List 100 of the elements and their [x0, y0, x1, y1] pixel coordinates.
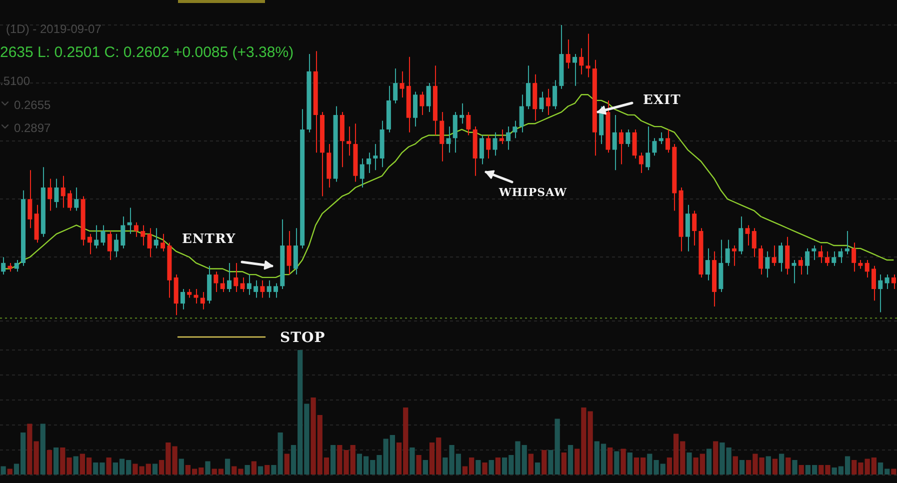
candlestick	[745, 224, 750, 246]
candlestick	[452, 112, 458, 154]
candlestick	[479, 134, 484, 165]
bar	[534, 462, 540, 474]
candlestick	[226, 262, 232, 292]
candlestick	[120, 216, 126, 249]
bar	[792, 460, 798, 474]
bar	[224, 458, 230, 474]
bar	[608, 448, 613, 474]
candlestick	[798, 256, 803, 276]
bar	[284, 454, 290, 474]
bar	[713, 441, 718, 474]
candlestick	[214, 271, 218, 292]
text: 2635 L: 0.2501 C: 0.2602 +0.0085 (+3.38%)	[0, 44, 294, 61]
bar	[614, 451, 620, 474]
bar	[620, 448, 626, 474]
candlestick	[486, 134, 491, 159]
candlestick	[852, 242, 856, 272]
bar	[416, 455, 422, 474]
candlestick	[140, 224, 146, 246]
bar	[178, 458, 184, 474]
bar	[244, 465, 250, 474]
candlestick	[844, 230, 850, 255]
candlestick	[28, 170, 32, 229]
candlestick	[891, 274, 896, 290]
candlestick	[871, 265, 876, 302]
candlestick	[286, 230, 292, 276]
candlestick	[652, 138, 657, 156]
candlestick	[14, 260, 19, 272]
annotation: 0.2897	[14, 121, 51, 135]
bar	[766, 456, 771, 474]
candlestick	[426, 82, 431, 113]
bar	[528, 454, 534, 474]
candlestick	[772, 245, 776, 266]
candlestick	[154, 228, 158, 249]
candlestick	[526, 65, 530, 110]
bar	[495, 458, 501, 474]
annotation: WHIPSAW	[499, 186, 567, 199]
bar	[258, 466, 264, 474]
bar	[476, 460, 481, 474]
bar	[732, 456, 738, 474]
candlestick	[685, 204, 690, 252]
candlestick	[579, 48, 584, 75]
bar	[264, 465, 270, 474]
candlestick	[200, 291, 205, 310]
candlestick	[832, 250, 836, 266]
candlestick	[293, 228, 298, 276]
bar	[568, 445, 574, 474]
candlestick	[732, 245, 736, 266]
bar	[422, 460, 428, 474]
candlestick	[552, 80, 558, 110]
candlestick	[666, 128, 670, 154]
candlestick	[765, 250, 770, 278]
candlestick	[180, 288, 185, 310]
bar	[542, 450, 547, 474]
candlestick	[160, 233, 166, 252]
candlestick	[519, 94, 524, 133]
candlestick	[266, 280, 272, 298]
candlestick	[758, 245, 764, 276]
candlestick	[512, 120, 518, 139]
bar	[686, 452, 692, 474]
candlestick	[360, 158, 364, 188]
candlestick	[420, 91, 424, 116]
candlestick	[260, 280, 265, 298]
candlestick	[818, 245, 823, 264]
candlestick	[884, 274, 890, 290]
candlestick	[194, 288, 198, 304]
bar	[106, 458, 112, 474]
candlestick	[147, 228, 152, 258]
bar	[251, 461, 257, 474]
candlestick	[460, 102, 464, 124]
candlestick	[54, 178, 59, 208]
bar	[40, 424, 46, 474]
candlestick	[393, 68, 398, 104]
candlestick	[778, 242, 783, 272]
annotation: ENTRY	[182, 232, 236, 247]
bar	[706, 448, 712, 474]
candlestick	[346, 126, 352, 156]
candlestick	[572, 54, 578, 86]
candlestick	[492, 132, 498, 156]
candlestick	[878, 274, 883, 313]
candlestick	[785, 236, 790, 276]
candlestick	[838, 248, 843, 264]
candlestick	[60, 175, 66, 208]
candlestick	[100, 224, 106, 246]
annotation: EXIT	[643, 93, 681, 108]
candlestick	[446, 126, 451, 154]
candlestick	[499, 128, 504, 144]
candlestick	[68, 190, 72, 212]
bar	[330, 445, 336, 474]
bar	[627, 452, 632, 474]
candlestick	[413, 91, 418, 128]
candlestick	[400, 70, 404, 98]
bar	[73, 456, 78, 474]
candlestick	[506, 126, 511, 150]
candlestick	[586, 33, 590, 78]
bar	[779, 454, 784, 474]
bar	[53, 448, 59, 474]
candlestick	[646, 126, 650, 171]
candlestick	[94, 224, 99, 249]
